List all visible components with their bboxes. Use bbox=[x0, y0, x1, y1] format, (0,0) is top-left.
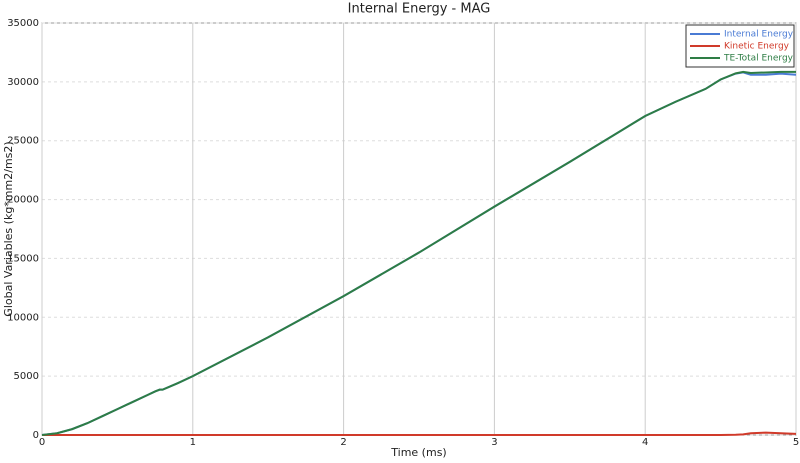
y-axis-label: Global Variables (kg*mm2/ms2) bbox=[2, 141, 15, 316]
y-tick-label: 0 bbox=[33, 430, 39, 441]
y-tick-label: 10000 bbox=[7, 312, 39, 323]
x-tick-label: 4 bbox=[642, 437, 648, 448]
legend-label: TE-Total Energy bbox=[723, 54, 794, 64]
x-tick-label: 2 bbox=[340, 437, 346, 448]
y-tick-label: 25000 bbox=[7, 136, 39, 147]
y-tick-label: 20000 bbox=[7, 195, 39, 206]
x-tick-label: 0 bbox=[39, 437, 45, 448]
x-tick-label: 5 bbox=[793, 437, 799, 448]
y-tick-label: 35000 bbox=[7, 18, 39, 29]
plot-area bbox=[41, 22, 797, 436]
line-series bbox=[42, 431, 797, 436]
x-tick-label: 1 bbox=[190, 437, 196, 448]
line-series bbox=[41, 70, 796, 436]
legend-label: Internal Energy bbox=[724, 30, 794, 40]
legend-label: Kinetic Energy bbox=[724, 42, 790, 52]
x-tick-label: 3 bbox=[491, 437, 497, 448]
y-tick-label: 5000 bbox=[14, 371, 39, 382]
chart-title: Internal Energy - MAG bbox=[348, 2, 491, 17]
y-tick-label: 30000 bbox=[7, 77, 39, 88]
y-tick-label: 15000 bbox=[7, 253, 39, 264]
x-axis-label: Time (ms) bbox=[390, 446, 446, 459]
